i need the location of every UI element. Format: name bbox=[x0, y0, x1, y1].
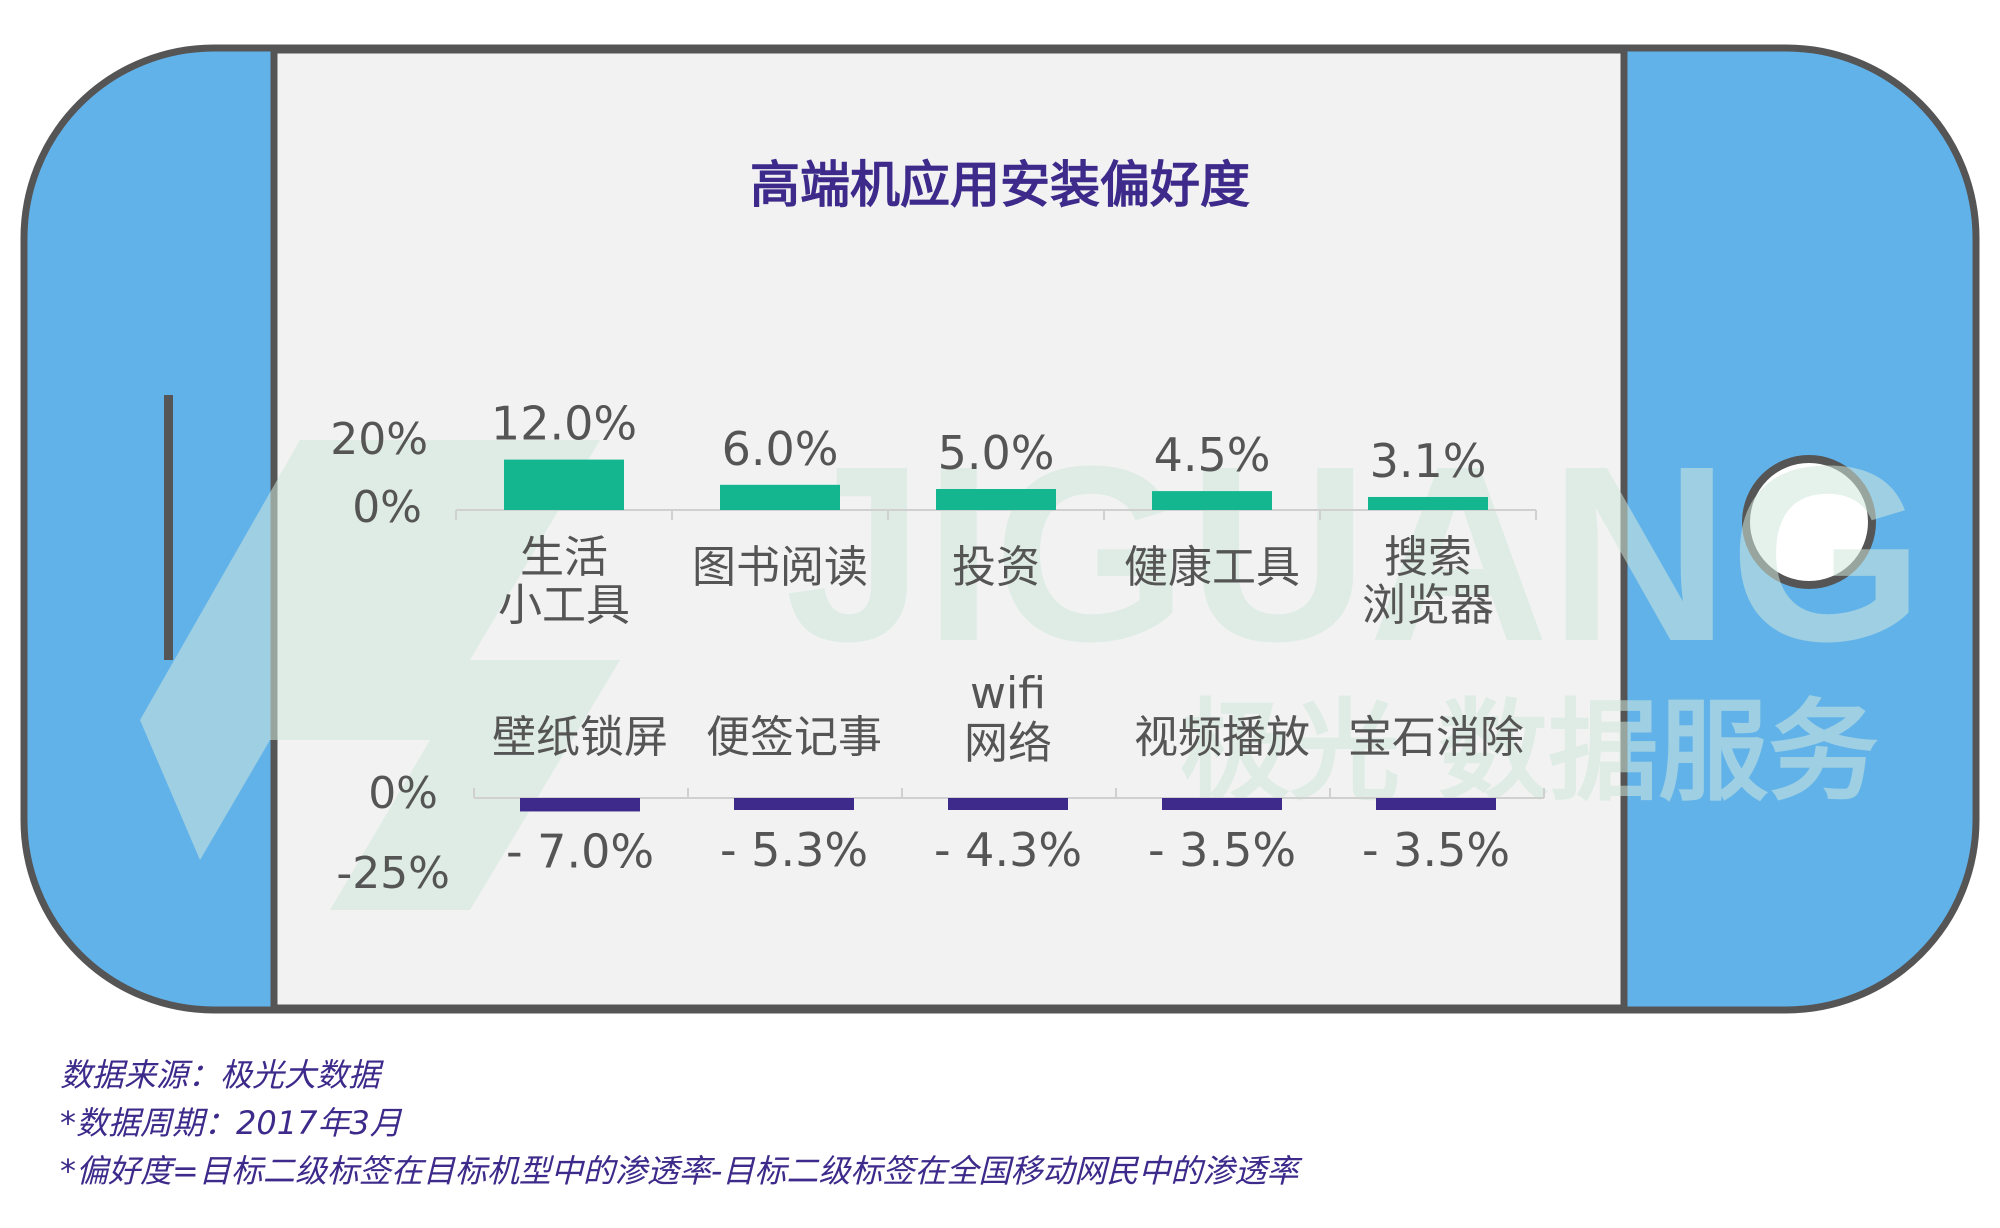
data-label: 5.0% bbox=[938, 426, 1055, 480]
category-label: 便签记事 bbox=[706, 712, 882, 763]
data-label: - 7.0% bbox=[506, 824, 654, 878]
definition-note: *偏好度=目标二级标签在目标机型中的渗透率-目标二级标签在全国移动网民中的渗透率 bbox=[60, 1152, 1299, 1190]
category-label: 浏览器 bbox=[1362, 580, 1494, 631]
category-label: 壁纸锁屏 bbox=[492, 712, 668, 763]
y-tick-label: 0% bbox=[368, 768, 438, 819]
category-label: 投资 bbox=[952, 542, 1040, 593]
watermark: JIGUANG 极光 数据服务 bbox=[140, 414, 1924, 910]
y-tick-label: 20% bbox=[330, 414, 428, 465]
category-label: 小工具 bbox=[498, 580, 630, 631]
bar bbox=[936, 489, 1056, 510]
watermark-chinese: 极光 数据服务 bbox=[1180, 688, 1878, 816]
bar bbox=[734, 798, 854, 810]
bar bbox=[504, 459, 624, 510]
bar bbox=[520, 798, 640, 812]
category-label: 视频播放 bbox=[1134, 712, 1310, 763]
period-note: *数据周期：2017年3月 bbox=[60, 1104, 402, 1142]
category-label: 宝石消除 bbox=[1348, 712, 1524, 763]
y-tick-label: 0% bbox=[352, 482, 422, 533]
bar bbox=[1152, 491, 1272, 510]
data-label: 12.0% bbox=[491, 397, 637, 451]
bar bbox=[1376, 798, 1496, 810]
y-tick-label: -25% bbox=[336, 848, 450, 899]
chart-title: 高端机应用安装偏好度 bbox=[750, 156, 1250, 214]
category-label: 图书阅读 bbox=[692, 542, 868, 593]
source-note: 数据来源：极光大数据 bbox=[60, 1056, 381, 1094]
bar bbox=[720, 484, 840, 510]
data-label: - 4.3% bbox=[934, 823, 1082, 877]
data-label: 4.5% bbox=[1154, 428, 1271, 482]
bar bbox=[1368, 496, 1488, 510]
category-label: 生活 bbox=[520, 532, 608, 583]
bar bbox=[1162, 798, 1282, 810]
watermark-logo-mark bbox=[140, 440, 620, 910]
bar bbox=[948, 798, 1068, 810]
category-label: 健康工具 bbox=[1124, 542, 1300, 593]
data-label: - 5.3% bbox=[720, 823, 868, 877]
data-label: - 3.5% bbox=[1148, 823, 1296, 877]
side-button bbox=[164, 395, 173, 660]
category-label: 搜索 bbox=[1384, 532, 1472, 583]
home-button bbox=[1742, 455, 1876, 589]
data-label: 6.0% bbox=[722, 422, 839, 476]
category-label: wifi bbox=[970, 668, 1046, 719]
data-label: - 3.5% bbox=[1362, 823, 1510, 877]
data-label: 3.1% bbox=[1370, 434, 1487, 488]
watermark-latin: JIGUANG bbox=[785, 414, 1924, 693]
category-label: 网络 bbox=[964, 718, 1052, 769]
